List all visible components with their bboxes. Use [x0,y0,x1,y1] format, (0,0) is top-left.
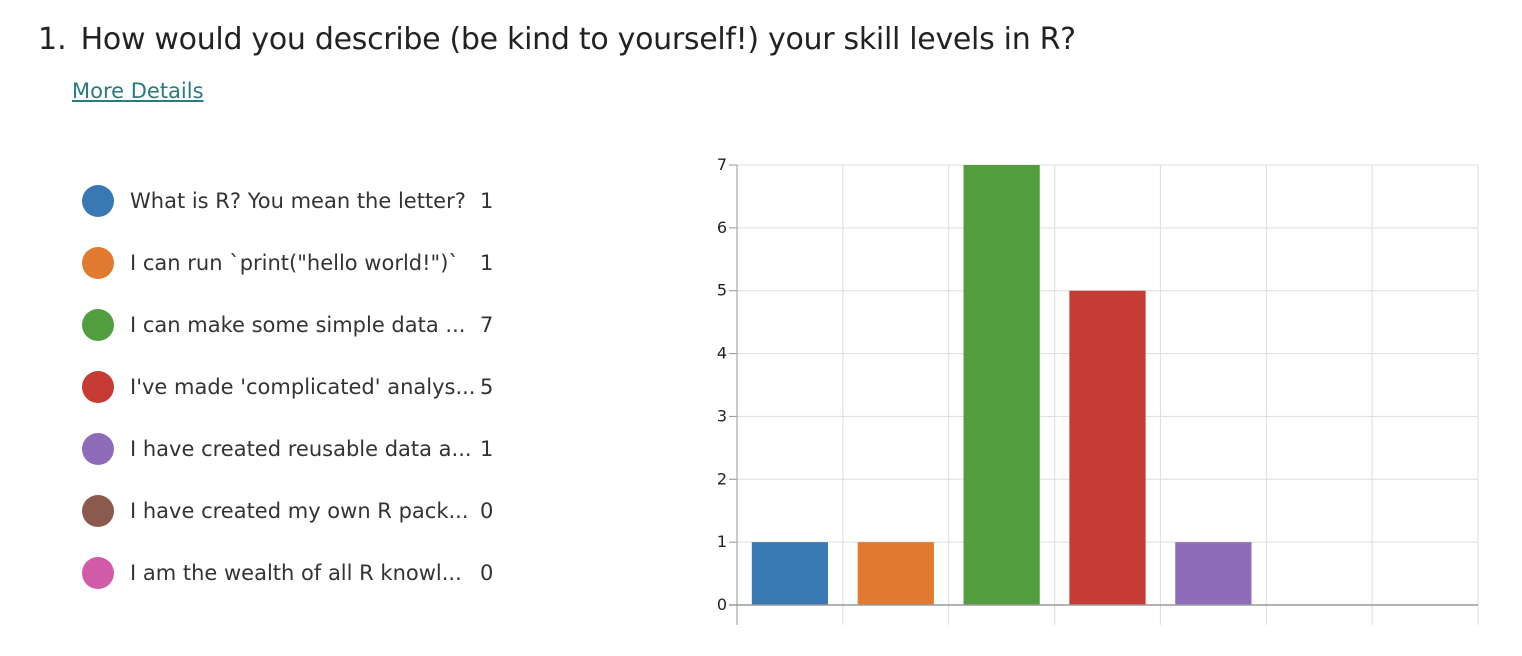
legend-count: 0 [480,561,494,585]
legend-label: I have created reusable data a... [130,437,472,461]
legend-count: 1 [480,251,494,275]
legend-count: 7 [480,313,494,337]
legend-color-dot [82,309,114,341]
legend-item: I have created reusable data a... 1 [82,429,522,469]
y-tick-label: 3 [717,406,727,425]
more-details-link[interactable]: More Details [72,79,204,103]
legend-item: I have created my own R pack... 0 [82,491,522,531]
legend-label: I can run `print("hello world!")` [130,251,459,275]
legend-label: I am the wealth of all R knowl... [130,561,462,585]
y-tick-label: 1 [717,532,727,551]
legend-color-dot [82,495,114,527]
legend-label: I can make some simple data ... [130,313,466,337]
legend-color-dot [82,433,114,465]
y-tick-label: 4 [717,344,727,363]
legend-color-dot [82,185,114,217]
bar [963,165,1040,605]
legend-label: What is R? You mean the letter? [130,189,466,213]
y-tick-label: 5 [717,281,727,300]
legend-item: I am the wealth of all R knowl... 0 [82,553,522,593]
bar [1175,542,1252,605]
y-tick-label: 7 [717,155,727,174]
legend-item: I can make some simple data ... 7 [82,305,522,345]
legend-color-dot [82,557,114,589]
legend-item: I can run `print("hello world!")` 1 [82,243,522,283]
legend-count: 0 [480,499,494,523]
legend-label: I've made 'complicated' analys... [130,375,476,399]
legend-label: I have created my own R pack... [130,499,469,523]
bar [1069,290,1146,605]
legend-color-dot [82,371,114,403]
bar-chart: 0 1 2 3 4 5 6 7 [717,155,1479,625]
question-number: 1. [38,22,67,57]
question-title: How would you describe (be kind to yours… [80,22,1076,57]
y-tick-label: 6 [717,218,727,237]
legend-item: What is R? You mean the letter? 1 [82,181,522,221]
legend-count: 1 [480,437,494,461]
legend-count: 1 [480,189,494,213]
legend-color-dot [82,247,114,279]
y-tick-label: 0 [717,595,727,614]
legend-item: I've made 'complicated' analys... 5 [82,367,522,407]
legend-count: 5 [480,375,494,399]
bar [751,542,829,605]
bar [857,542,934,605]
y-tick-label: 2 [717,469,727,488]
question-header: 1. How would you describe (be kind to yo… [38,22,1076,57]
